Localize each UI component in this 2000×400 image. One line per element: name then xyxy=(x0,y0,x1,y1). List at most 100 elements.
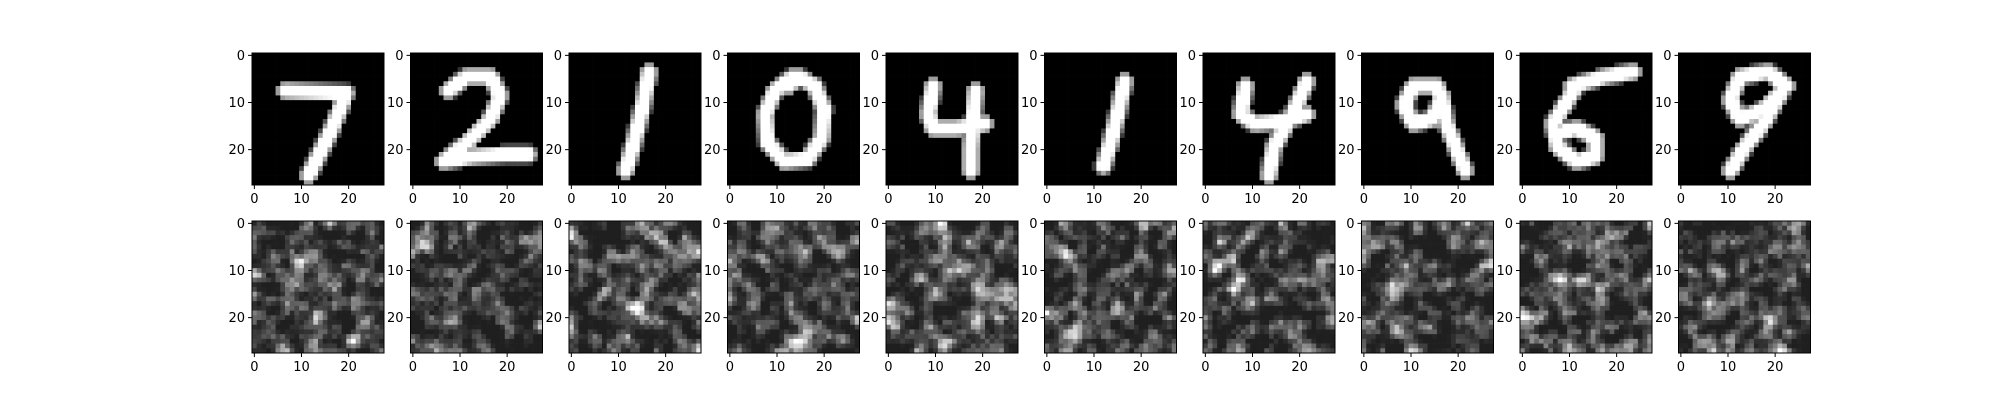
pixel-cell xyxy=(266,71,272,77)
pixel-cell xyxy=(602,142,608,148)
pixel-cell xyxy=(923,180,929,186)
pixel-cell xyxy=(1221,53,1227,59)
pixel-cell xyxy=(280,81,286,87)
pixel-cell xyxy=(322,109,328,115)
pixel-cell xyxy=(900,114,906,120)
pixel-cell xyxy=(1311,71,1317,77)
pixel-cell xyxy=(909,137,915,143)
pixel-cell xyxy=(686,152,692,158)
pixel-cell xyxy=(322,81,328,87)
pixel-cell xyxy=(980,147,986,153)
pixel-cell xyxy=(467,133,473,139)
pixel-cell xyxy=(975,104,981,110)
pixel-cell xyxy=(779,180,785,186)
pixel-cell xyxy=(1091,62,1097,68)
pixel-cell xyxy=(854,123,860,129)
pixel-cell xyxy=(909,119,915,125)
pixel-cell xyxy=(611,137,617,143)
pixel-cell xyxy=(573,62,579,68)
pixel-cell xyxy=(379,119,385,125)
pixel-cell xyxy=(569,142,575,148)
pixel-cell xyxy=(635,90,641,96)
pixel-cell xyxy=(351,109,357,115)
pixel-cell xyxy=(961,100,967,106)
pixel-cell xyxy=(1254,53,1260,59)
pixel-cell xyxy=(850,104,856,110)
pixel-cell xyxy=(817,142,823,148)
pixel-cell xyxy=(765,123,771,129)
pixel-cell xyxy=(275,71,281,77)
pixel-cell xyxy=(653,137,659,143)
pixel-cell xyxy=(952,95,958,101)
pixel-cell xyxy=(509,100,515,106)
pixel-cell xyxy=(663,128,669,134)
pixel-cell xyxy=(275,100,281,106)
pixel-cell xyxy=(798,119,804,125)
pixel-cell xyxy=(289,90,295,96)
pixel-cell xyxy=(952,119,958,125)
pixel-cell xyxy=(919,81,925,87)
pixel-cell xyxy=(1044,156,1050,162)
pixel-cell xyxy=(471,53,477,59)
pixel-cell xyxy=(625,128,631,134)
pixel-cell xyxy=(989,53,995,59)
pixel-cell xyxy=(755,175,761,181)
pixel-cell xyxy=(587,133,593,139)
pixel-cell xyxy=(602,170,608,176)
pixel-cell xyxy=(850,161,856,167)
pixel-cell xyxy=(467,114,473,120)
pixel-cell xyxy=(1124,76,1130,82)
pixel-cell xyxy=(308,170,314,176)
pixel-cell xyxy=(765,104,771,110)
pixel-cell xyxy=(1049,81,1055,87)
axes-frame xyxy=(251,52,385,186)
pixel-cell xyxy=(1148,109,1154,115)
pixel-cell xyxy=(994,137,1000,143)
pixel-cell xyxy=(457,95,463,101)
pixel-cell xyxy=(826,166,832,172)
pixel-cell xyxy=(1119,147,1125,153)
pixel-cell xyxy=(327,62,333,68)
pixel-cell xyxy=(448,166,454,172)
pixel-cell xyxy=(495,147,501,153)
pixel-cell xyxy=(606,114,612,120)
pixel-cell xyxy=(909,67,915,73)
pixel-cell xyxy=(840,114,846,120)
pixel-cell xyxy=(644,81,650,87)
pixel-cell xyxy=(285,180,291,186)
pixel-cell xyxy=(1302,53,1308,59)
pixel-cell xyxy=(1143,62,1149,68)
pixel-cell xyxy=(928,109,934,115)
pixel-cell xyxy=(760,137,766,143)
pixel-cell xyxy=(1134,137,1140,143)
pixel-cell xyxy=(1072,90,1078,96)
pixel-cell xyxy=(1082,90,1088,96)
pixel-cell xyxy=(332,62,338,68)
pixel-cell xyxy=(663,161,669,167)
pixel-cell xyxy=(904,114,910,120)
pixel-cell xyxy=(784,180,790,186)
pixel-cell xyxy=(980,152,986,158)
pixel-cell xyxy=(448,71,454,77)
pixel-cell xyxy=(518,152,524,158)
pixel-cell xyxy=(1124,156,1130,162)
pixel-cell xyxy=(616,128,622,134)
pixel-cell xyxy=(1082,137,1088,143)
pixel-cell xyxy=(1134,104,1140,110)
pixel-cell xyxy=(434,147,440,153)
pixel-cell xyxy=(821,67,827,73)
pixel-cell xyxy=(462,156,468,162)
pixel-cell xyxy=(691,57,697,63)
pixel-cell xyxy=(1138,119,1144,125)
pixel-cell xyxy=(602,147,608,153)
pixel-cell xyxy=(308,128,314,134)
pixel-cell xyxy=(1082,180,1088,186)
pixel-cell xyxy=(890,142,896,148)
pixel-cell xyxy=(266,133,272,139)
pixel-cell xyxy=(985,86,991,92)
pixel-cell xyxy=(663,57,669,63)
pixel-cell xyxy=(672,90,678,96)
pixel-cell xyxy=(658,81,664,87)
pixel-cell xyxy=(341,114,347,120)
pixel-cell xyxy=(840,175,846,181)
